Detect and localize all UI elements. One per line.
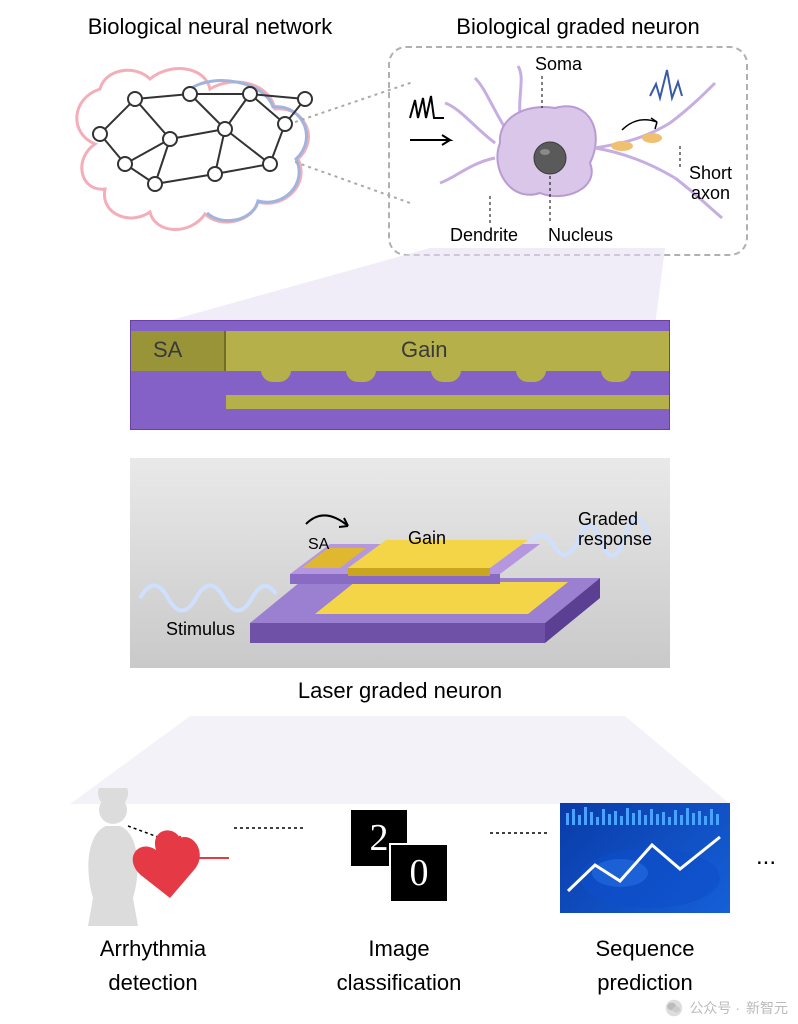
axon-label: Short axon <box>689 164 732 204</box>
ellipsis: ... <box>756 843 776 871</box>
wm-prefix: 公众号 · <box>689 998 740 1018</box>
render-sa-label: SA <box>308 536 329 554</box>
applications-row: Arrhythmia detection 2 0 Image classific… <box>0 786 798 996</box>
cone-top <box>150 248 670 328</box>
render-gain-label: Gain <box>408 528 446 549</box>
dendrite-label: Dendrite <box>450 225 518 246</box>
bgn-section: Biological graded neuron <box>388 14 768 256</box>
sequence-figure: ... <box>540 788 750 928</box>
middle-section: SA Gain <box>130 320 670 704</box>
chip-bump <box>261 370 291 382</box>
zoom-connector-top <box>295 74 445 214</box>
top-row: Biological neural network Biological gra… <box>0 14 798 274</box>
chip-lower-strip <box>226 395 669 409</box>
chip-bump <box>346 370 376 382</box>
mnist-tile-0: 0 <box>389 843 449 903</box>
chip-bump <box>601 370 631 382</box>
bnn-title: Biological neural network <box>40 14 380 40</box>
app-arrhythmia: Arrhythmia detection <box>48 788 258 996</box>
chip-bump <box>516 370 546 382</box>
wechat-icon <box>665 999 683 1017</box>
sequence-label-1: Sequence <box>540 936 750 962</box>
sequence-label-2: prediction <box>540 970 750 996</box>
app-connector-2 <box>490 818 560 848</box>
arrhythmia-figure <box>48 788 258 928</box>
nucleus-label: Nucleus <box>548 225 613 246</box>
chip-gain-label: Gain <box>401 337 447 363</box>
lgn-title: Laser graded neuron <box>130 678 670 704</box>
laser-render: SA Gain Stimulus Graded response <box>130 458 670 668</box>
response-label: Graded response <box>578 510 652 550</box>
chip-photo: SA Gain <box>130 320 670 430</box>
app-image-classification: 2 0 Image classification <box>294 788 504 996</box>
image-label-1: Image <box>294 936 504 962</box>
app-sequence-prediction: ... Sequence prediction <box>540 788 750 996</box>
chip-sa-label: SA <box>153 337 182 363</box>
mnist-figure: 2 0 <box>294 788 504 928</box>
watermark: 公众号 · 新智元 <box>665 998 788 1018</box>
chip-bump <box>431 370 461 382</box>
arrhythmia-label-2: detection <box>48 970 258 996</box>
app-connector-1 <box>234 808 314 848</box>
stimulus-label: Stimulus <box>166 619 235 640</box>
wm-name: 新智元 <box>746 998 788 1018</box>
bgn-title: Biological graded neuron <box>388 14 768 40</box>
soma-label: Soma <box>535 54 582 75</box>
arrhythmia-label-1: Arrhythmia <box>48 936 258 962</box>
image-label-2: classification <box>294 970 504 996</box>
sequence-chart <box>560 803 730 913</box>
